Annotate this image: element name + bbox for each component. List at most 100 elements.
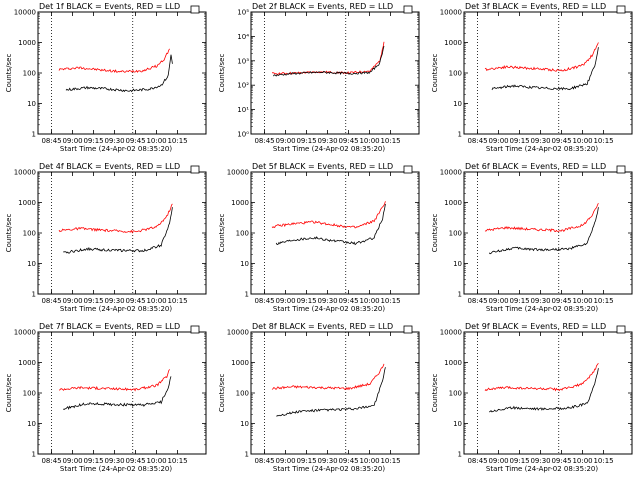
chart-panel-6: Det 6f BLACK = Events, RED = LLD 1 10 100 10… — [431, 162, 633, 313]
x-tick-label: 09:45 — [338, 297, 358, 305]
y-tick-label: 10³ — [237, 57, 249, 65]
y-tick-label: 10² — [237, 82, 249, 90]
x-tick-label: 09:45 — [551, 297, 571, 305]
y-tick-label: 10 — [453, 100, 462, 108]
y-tick-label: 10000 — [440, 169, 462, 177]
x-axis-label: Start Time (24-Apr-02 08:35:20) — [486, 145, 598, 153]
x-tick-label: 09:30 — [104, 457, 124, 465]
x-axis-label: Start Time (24-Apr-02 08:35:20) — [486, 305, 598, 313]
y-tick-label: 1000 — [18, 199, 36, 207]
chart-panel-9: Det 9f BLACK = Events, RED = LLD 1 10 100 10… — [431, 322, 633, 473]
plot-frame — [250, 331, 420, 455]
y-tick-label: 10⁵ — [237, 9, 249, 17]
x-tick-label: 09:30 — [104, 137, 124, 145]
x-tick-label: 09:00 — [488, 297, 508, 305]
y-tick-label: 10¹ — [237, 106, 249, 114]
x-axis-label: Start Time (24-Apr-02 08:35:20) — [60, 305, 172, 313]
plot-frame — [250, 11, 420, 135]
x-tick-label: 10:00 — [359, 137, 379, 145]
x-tick-label: 09:45 — [551, 137, 571, 145]
x-tick-label: 09:30 — [530, 297, 550, 305]
y-tick-label: 100 — [449, 230, 462, 238]
x-tick-label: 09:45 — [551, 457, 571, 465]
chart-title: Det 8f BLACK = Events, RED = LLD — [252, 322, 393, 331]
series-line-events-black — [65, 54, 173, 93]
chart-panel-3: Det 3f BLACK = Events, RED = LLD 1 10 100 10… — [431, 2, 633, 153]
chart-title: Det 9f BLACK = Events, RED = LLD — [465, 322, 606, 331]
x-tick-label: 09:45 — [125, 297, 145, 305]
panel-marker-box — [616, 325, 626, 334]
series-line-lld-red — [271, 41, 385, 75]
series-line-events-black — [273, 45, 385, 77]
y-tick-label: 10000 — [14, 169, 36, 177]
x-tick-label: 10:00 — [146, 297, 166, 305]
x-tick-label: 08:45 — [254, 457, 274, 465]
panel-marker-box — [616, 165, 626, 174]
y-tick-label: 1 — [245, 451, 249, 459]
x-tick-label: 09:45 — [338, 457, 358, 465]
x-tick-label: 09:00 — [488, 137, 508, 145]
x-axis-label: Start Time (24-Apr-02 08:35:20) — [60, 145, 172, 153]
x-tick-label: 09:00 — [275, 137, 295, 145]
panel-marker-box — [190, 5, 200, 14]
x-tick-label: 08:45 — [41, 137, 61, 145]
y-tick-label: 100 — [236, 390, 249, 398]
x-tick-label: 09:15 — [296, 457, 316, 465]
y-tick-label: 1 — [458, 451, 462, 459]
x-tick-label: 10:15 — [593, 297, 613, 305]
y-axis-label: Counts/sec — [218, 54, 226, 93]
y-tick-label: 10000 — [14, 329, 36, 337]
panel-marker-box — [616, 5, 626, 14]
y-axis-label: Counts/sec — [218, 374, 226, 413]
chart-panel-5: Det 5f BLACK = Events, RED = LLD 1 10 100 10… — [218, 162, 420, 313]
y-tick-label: 1 — [32, 131, 36, 139]
y-tick-label: 100 — [236, 230, 249, 238]
plot-frame — [37, 331, 207, 455]
y-tick-label: 1000 — [444, 199, 462, 207]
x-tick-label: 10:15 — [593, 137, 613, 145]
x-tick-label: 10:15 — [167, 137, 187, 145]
series-line-lld-red — [484, 42, 599, 72]
x-tick-label: 09:30 — [530, 457, 550, 465]
x-tick-label: 08:45 — [254, 297, 274, 305]
x-tick-label: 10:15 — [593, 457, 613, 465]
x-axis-label: Start Time (24-Apr-02 08:35:20) — [486, 465, 598, 473]
chart-title: Det 3f BLACK = Events, RED = LLD — [465, 2, 606, 11]
y-tick-label: 1 — [32, 291, 36, 299]
x-tick-label: 09:15 — [83, 137, 103, 145]
x-tick-label: 09:45 — [338, 137, 358, 145]
x-tick-label: 10:00 — [359, 457, 379, 465]
y-tick-label: 1 — [245, 291, 249, 299]
series-line-events-black — [275, 203, 386, 246]
y-tick-label: 10⁰ — [237, 131, 249, 139]
x-tick-label: 10:00 — [146, 137, 166, 145]
y-tick-label: 1000 — [231, 199, 249, 207]
x-tick-label: 09:15 — [83, 297, 103, 305]
x-tick-label: 08:45 — [467, 137, 487, 145]
x-tick-label: 08:45 — [467, 297, 487, 305]
y-tick-label: 10000 — [440, 9, 462, 17]
chart-panel-7: Det 7f BLACK = Events, RED = LLD 1 10 100 10… — [5, 322, 207, 473]
panel-marker-box — [403, 165, 413, 174]
y-tick-label: 10000 — [440, 329, 462, 337]
x-tick-label: 09:00 — [62, 297, 82, 305]
x-tick-label: 10:00 — [572, 297, 592, 305]
y-tick-label: 10 — [27, 260, 36, 268]
y-tick-label: 100 — [23, 70, 36, 78]
y-tick-label: 1 — [32, 451, 36, 459]
y-tick-label: 1000 — [18, 39, 36, 47]
x-tick-label: 10:15 — [380, 297, 400, 305]
x-tick-label: 09:45 — [125, 457, 145, 465]
x-axis-label: Start Time (24-Apr-02 08:35:20) — [273, 305, 385, 313]
x-tick-label: 09:15 — [83, 457, 103, 465]
y-tick-label: 10 — [240, 260, 249, 268]
x-tick-label: 10:00 — [572, 457, 592, 465]
x-axis-label: Start Time (24-Apr-02 08:35:20) — [60, 465, 172, 473]
x-tick-label: 08:45 — [41, 457, 61, 465]
x-tick-label: 10:15 — [167, 457, 187, 465]
x-tick-label: 09:30 — [317, 457, 337, 465]
x-tick-label: 08:45 — [41, 297, 61, 305]
y-axis-label: Counts/sec — [431, 374, 439, 413]
series-line-lld-red — [58, 203, 173, 234]
x-tick-label: 10:00 — [359, 297, 379, 305]
